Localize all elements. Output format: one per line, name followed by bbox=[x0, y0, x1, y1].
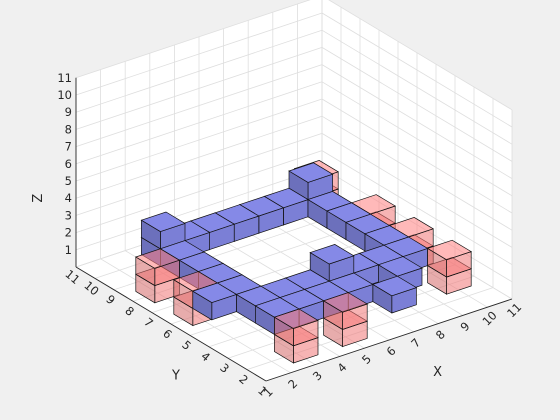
x-tick-label: 5 bbox=[359, 352, 374, 367]
grid-line bbox=[75, 150, 323, 233]
x-tick-label: 9 bbox=[457, 319, 472, 334]
x-tick-label: 2 bbox=[285, 376, 300, 391]
y-tick-label: 8 bbox=[122, 303, 137, 318]
grid-line bbox=[75, 133, 323, 216]
x-tick-label: 3 bbox=[310, 368, 325, 383]
grid-line bbox=[321, 12, 513, 128]
grid-line bbox=[75, 115, 323, 199]
voxel-face bbox=[426, 239, 473, 261]
voxel-cube bbox=[322, 292, 369, 331]
z-tick-label: 7 bbox=[65, 140, 72, 154]
z-tick-label: 9 bbox=[65, 105, 72, 119]
voxel-layer bbox=[134, 160, 473, 364]
grid-line bbox=[75, 98, 323, 182]
voxel-face bbox=[273, 308, 319, 329]
z-tick-label: 2 bbox=[65, 226, 72, 240]
y-axis-label: Y bbox=[171, 368, 180, 383]
z-tick-label: 1 bbox=[65, 243, 72, 257]
voxel-face bbox=[322, 292, 369, 313]
z-tick-label: 6 bbox=[65, 157, 72, 171]
y-tick-label: 6 bbox=[160, 326, 175, 341]
z-tick-label: 4 bbox=[65, 191, 72, 205]
x-tick-label: 11 bbox=[504, 300, 524, 320]
grid-line bbox=[75, 47, 323, 130]
y-tick-label: 3 bbox=[217, 360, 232, 375]
y-axis-line bbox=[75, 266, 267, 382]
y-tick-label: 5 bbox=[179, 338, 194, 353]
y-tick-label: 10 bbox=[81, 278, 101, 298]
y-tick-label: 2 bbox=[236, 372, 251, 387]
x-tick-label: 4 bbox=[334, 360, 349, 375]
voxel-cube bbox=[273, 308, 319, 347]
x-tick-label: 8 bbox=[433, 327, 448, 342]
grid-line bbox=[321, 47, 513, 162]
grid-line bbox=[75, 64, 323, 147]
x-axis-label: X bbox=[433, 365, 442, 380]
y-tick-label: 4 bbox=[198, 349, 213, 364]
z-tick-label: 11 bbox=[57, 71, 72, 85]
grid-line bbox=[321, 150, 513, 265]
y-tick-label: 11 bbox=[62, 267, 82, 287]
voxel-cube bbox=[371, 275, 418, 314]
grid-line bbox=[75, 12, 323, 96]
z-tick-label: 3 bbox=[65, 208, 72, 222]
grid-line bbox=[328, 0, 513, 111]
grid-line bbox=[321, 115, 513, 231]
z-axis-label: Z bbox=[31, 194, 46, 203]
z-tick-label: 8 bbox=[65, 122, 72, 136]
voxel-face bbox=[134, 248, 181, 269]
grid-line bbox=[75, 167, 323, 251]
x-axis-line bbox=[265, 298, 513, 382]
x-tick-label: 7 bbox=[408, 335, 423, 350]
voxel-face bbox=[377, 256, 423, 277]
z-tick-label: 10 bbox=[57, 88, 72, 102]
voxel-face bbox=[288, 162, 334, 183]
axis-lines bbox=[75, 77, 513, 382]
grid-line bbox=[321, 98, 513, 214]
grid-line bbox=[75, 81, 323, 165]
grid-line bbox=[321, 29, 513, 145]
z-tick-label: 5 bbox=[65, 174, 72, 188]
x-tick-label: 10 bbox=[479, 308, 499, 328]
voxel-cube bbox=[134, 248, 181, 287]
voxel-face bbox=[191, 282, 238, 303]
voxel-face bbox=[140, 211, 186, 232]
grid-line bbox=[321, 64, 513, 179]
grid-line bbox=[321, 81, 513, 197]
y-tick-label: 9 bbox=[103, 292, 118, 307]
grid-line bbox=[75, 29, 323, 113]
voxel-cube bbox=[191, 282, 238, 321]
voxel-face bbox=[309, 244, 355, 265]
voxel-face bbox=[371, 275, 418, 297]
grid-line bbox=[75, 0, 311, 79]
grid-line bbox=[321, 133, 513, 248]
voxel-cube bbox=[426, 239, 473, 278]
y-tick-label: 7 bbox=[141, 315, 156, 330]
x-tick-label: 6 bbox=[384, 344, 399, 359]
